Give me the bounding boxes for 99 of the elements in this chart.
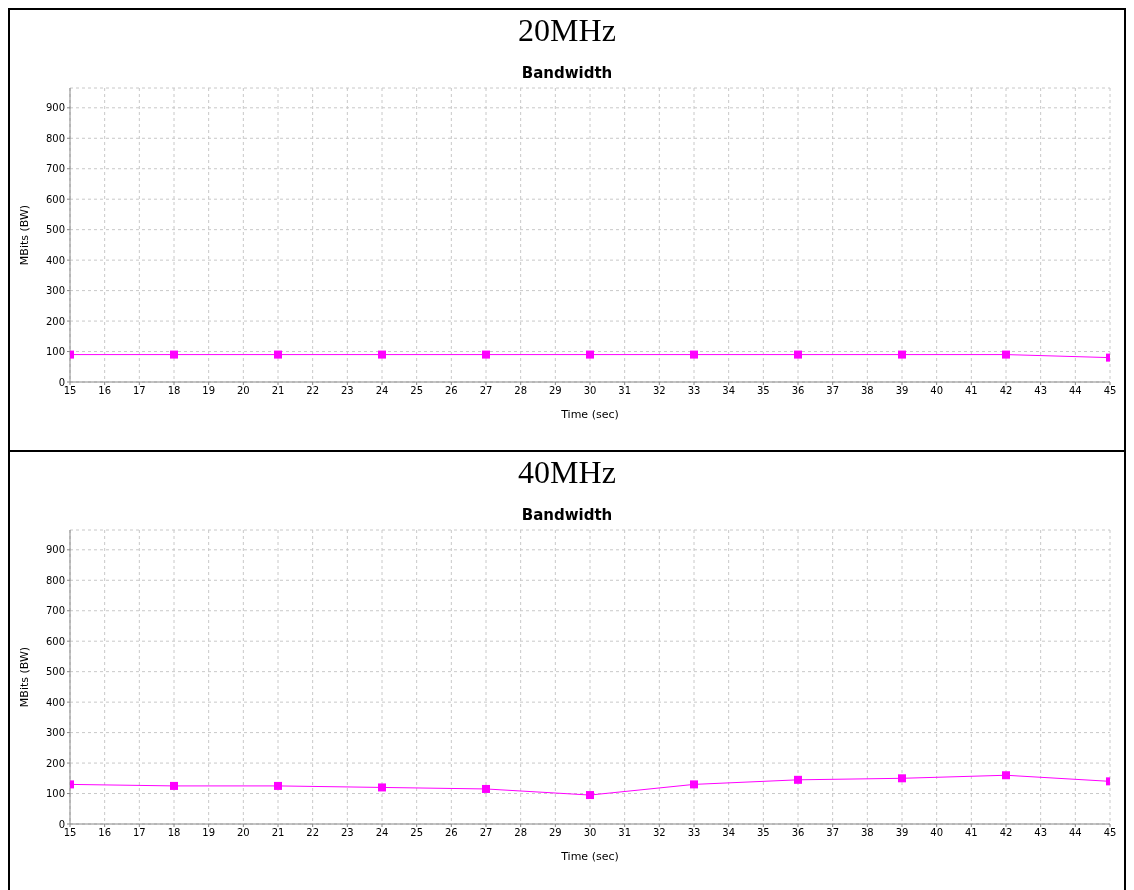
x-tick-label: 22 [306, 385, 320, 397]
y-tick-label: 500 [45, 224, 65, 236]
point [1002, 771, 1010, 780]
y-tick-label: 100 [45, 788, 65, 800]
x-tick-label: 21 [271, 385, 285, 397]
x-tick-label: 42 [999, 385, 1013, 397]
x-tick-label: 19 [202, 385, 216, 397]
x-tick-label: 29 [548, 385, 562, 397]
x-tick-label: 40 [930, 827, 944, 839]
x-tick-label: 16 [98, 385, 112, 397]
y-tick-label: 300 [45, 285, 65, 297]
y-tick-label: 300 [45, 727, 65, 739]
y-tick-label: 500 [45, 666, 65, 678]
x-tick-label: 23 [340, 827, 354, 839]
x-tick-label: 32 [652, 385, 666, 397]
point [898, 774, 906, 783]
x-tick-label: 19 [202, 827, 216, 839]
x-axis-title: Time (sec) [560, 850, 619, 863]
x-tick-label: 33 [687, 827, 701, 839]
chart-title: 40MHz [517, 453, 617, 492]
x-tick-label: 27 [479, 827, 493, 839]
y-tick-label: 800 [45, 132, 65, 144]
x-tick-label: 32 [652, 827, 666, 839]
x-tick-label: 39 [895, 385, 909, 397]
chart-subtitle: Bandwidth [520, 64, 614, 82]
x-tick-label: 20 [236, 385, 250, 397]
x-tick-label: 25 [410, 827, 424, 839]
y-tick-label: 800 [45, 574, 65, 586]
point [586, 791, 594, 800]
x-tick-label: 43 [1034, 385, 1048, 397]
x-tick-label: 20 [236, 827, 250, 839]
x-tick-label: 35 [756, 827, 770, 839]
x-tick-label: 28 [514, 827, 528, 839]
y-tick-label: 900 [45, 544, 65, 556]
x-tick-label: 18 [167, 827, 181, 839]
x-tick-label: 24 [375, 827, 389, 839]
x-tick-label: 44 [1068, 827, 1082, 839]
x-tick-label: 39 [895, 827, 909, 839]
x-tick-label: 30 [583, 385, 597, 397]
x-tick-label: 41 [964, 827, 978, 839]
x-tick-label: 34 [722, 385, 736, 397]
x-axis-title: Time (sec) [560, 408, 619, 421]
x-tick-label: 34 [722, 827, 736, 839]
x-tick-label: 29 [548, 827, 562, 839]
x-tick-label: 41 [964, 385, 978, 397]
x-tick-label: 42 [999, 827, 1013, 839]
y-tick-label: 600 [45, 193, 65, 205]
x-tick-label: 17 [132, 827, 146, 839]
x-tick-label: 30 [583, 827, 597, 839]
point [170, 781, 178, 790]
x-tick-label: 28 [514, 385, 528, 397]
x-tick-label: 37 [826, 385, 840, 397]
x-tick-label: 36 [791, 827, 805, 839]
y-tick-label: 400 [45, 696, 65, 708]
x-tick-label: 45 [1103, 385, 1117, 397]
x-tick-label: 35 [756, 385, 770, 397]
y-tick-label: 200 [45, 757, 65, 769]
x-tick-label: 26 [444, 827, 458, 839]
x-tick-label: 40 [930, 385, 944, 397]
x-tick-label: 38 [860, 385, 874, 397]
point [274, 781, 282, 790]
y-tick-label: 0 [58, 818, 65, 830]
chart-subtitle: Bandwidth [520, 506, 614, 524]
x-tick-label: 44 [1068, 385, 1082, 397]
point [690, 780, 698, 789]
y-tick-label: 700 [45, 163, 65, 175]
x-tick-label: 17 [132, 385, 146, 397]
y-tick-label: 900 [45, 102, 65, 114]
point [482, 784, 490, 793]
point [378, 783, 386, 792]
x-tick-label: 24 [375, 385, 389, 397]
y-tick-label: 100 [45, 346, 65, 358]
x-tick-label: 23 [340, 385, 354, 397]
y-axis-title: MBits (BW) [17, 204, 31, 266]
x-tick-label: 27 [479, 385, 493, 397]
x-tick-label: 38 [860, 827, 874, 839]
x-tick-label: 26 [444, 385, 458, 397]
x-tick-label: 33 [687, 385, 701, 397]
x-tick-label: 22 [306, 827, 320, 839]
x-tick-label: 37 [826, 827, 840, 839]
x-tick-label: 18 [167, 385, 181, 397]
chart-title: 20MHz [517, 11, 617, 50]
x-tick-label: 15 [63, 827, 77, 839]
x-tick-label: 15 [63, 385, 77, 397]
x-tick-label: 45 [1103, 827, 1117, 839]
x-tick-label: 16 [98, 827, 112, 839]
x-tick-label: 36 [791, 385, 805, 397]
y-tick-label: 600 [45, 635, 65, 647]
x-tick-label: 43 [1034, 827, 1048, 839]
y-tick-label: 700 [45, 605, 65, 617]
y-tick-label: 0 [58, 376, 65, 388]
y-axis-title: MBits (BW) [17, 646, 31, 708]
x-tick-label: 21 [271, 827, 285, 839]
x-tick-label: 31 [618, 827, 632, 839]
y-tick-label: 400 [45, 254, 65, 266]
y-tick-label: 200 [45, 315, 65, 327]
x-tick-label: 25 [410, 385, 424, 397]
x-tick-label: 31 [618, 385, 632, 397]
point [794, 775, 802, 784]
